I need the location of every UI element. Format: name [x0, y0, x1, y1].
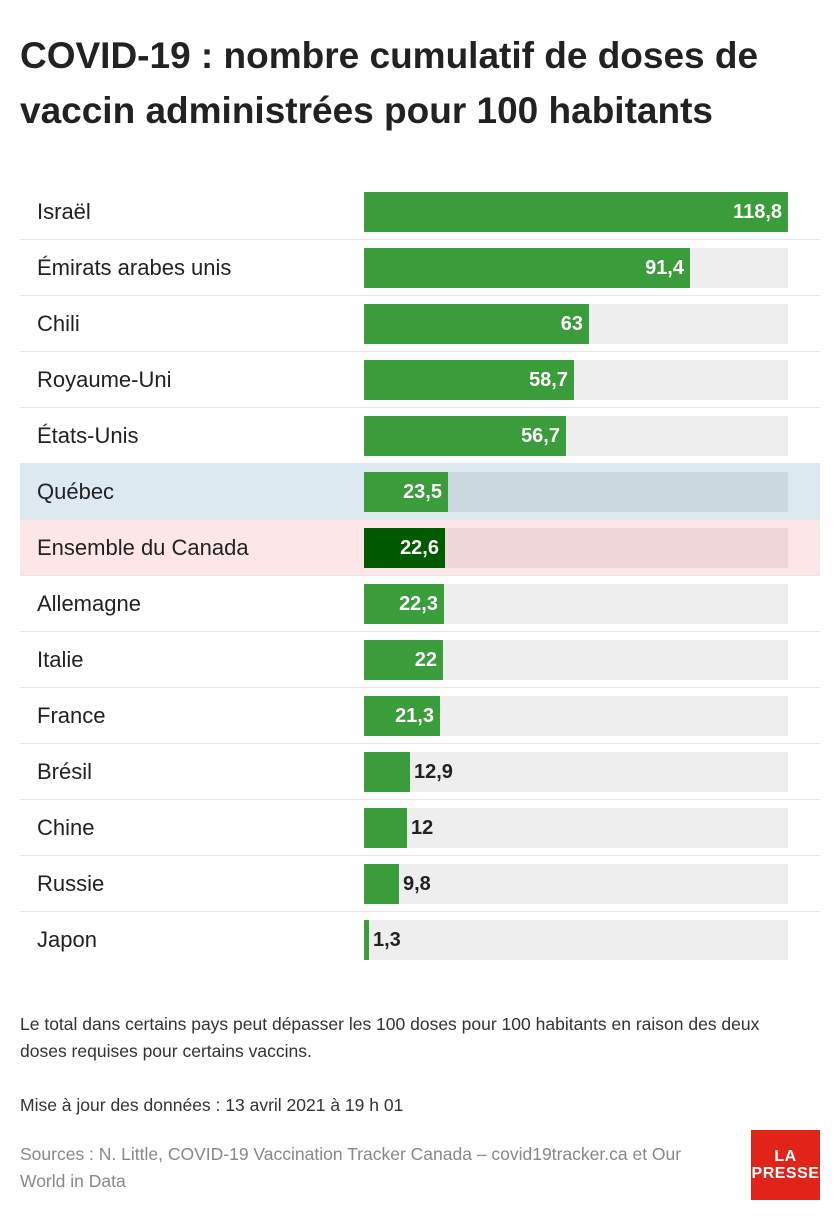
- bar-track: 56,7: [364, 416, 788, 456]
- data-label: 9,8: [403, 873, 431, 895]
- chart-title: COVID-19 : nombre cumulatif de doses de …: [20, 35, 759, 131]
- bar: [364, 416, 566, 456]
- chart-row: Russie 9,8: [20, 856, 820, 912]
- data-label: 91,4: [645, 257, 684, 279]
- data-label: 22,6: [400, 537, 439, 559]
- bar-track: 22,6: [364, 528, 788, 568]
- chart-row: Émirats arabes unis 91,4: [20, 240, 820, 296]
- chart-row: Italie 22: [20, 632, 820, 688]
- category-label: Ensemble du Canada: [37, 535, 249, 560]
- logo-line-1: LA: [774, 1148, 797, 1165]
- data-label: 1,3: [373, 929, 401, 951]
- chart-row: Québec 23,5: [20, 464, 820, 520]
- bar: [364, 248, 690, 288]
- bar-track: 23,5: [364, 472, 788, 512]
- data-label: 118,8: [733, 201, 782, 223]
- bar: [364, 808, 407, 848]
- bar: [364, 192, 788, 232]
- category-label: Russie: [37, 871, 105, 896]
- bar-track: 91,4: [364, 248, 788, 288]
- category-label: Japon: [37, 927, 97, 952]
- chart-row: Israël 118,8: [20, 184, 820, 240]
- bar: [364, 472, 448, 512]
- data-label: 12,9: [414, 761, 453, 783]
- chart-row: Royaume-Uni 58,7: [20, 352, 820, 408]
- bar: [364, 528, 445, 568]
- category-label: Italie: [37, 647, 84, 672]
- data-label: 21,3: [395, 705, 434, 727]
- bar-track: 22,3: [364, 584, 788, 624]
- category-label: Israël: [37, 199, 91, 224]
- chart-row: Chine 12: [20, 800, 820, 856]
- bar: [364, 640, 443, 680]
- bar-track: 22: [364, 640, 788, 680]
- chart-row: États-Unis 56,7: [20, 408, 820, 464]
- category-label: Émirats arabes unis: [37, 255, 232, 280]
- chart-row: France 21,3: [20, 688, 820, 744]
- sources: Sources : N. Little, COVID-19 Vaccinatio…: [20, 1144, 682, 1191]
- chart-row: Allemagne 22,3: [20, 576, 820, 632]
- category-label: Allemagne: [37, 591, 141, 616]
- data-label: 23,5: [403, 481, 442, 503]
- category-label: Brésil: [37, 759, 93, 784]
- chart-row: Japon 1,3: [20, 912, 820, 967]
- category-label: États-Unis: [37, 423, 139, 448]
- bar-track: 12: [364, 808, 788, 848]
- logo-line-2: PRESSE: [751, 1165, 820, 1182]
- bar: [364, 920, 369, 960]
- bar-chart: Israël 118,8 Émirats arabes unis 91,4 Chili 6…: [20, 184, 820, 967]
- bar-track: 58,7: [364, 360, 788, 400]
- bar-track: 12,9: [364, 752, 788, 792]
- category-label: Chine: [37, 815, 95, 840]
- bar-track: 1,3: [364, 920, 788, 960]
- bar-track: 9,8: [364, 864, 788, 904]
- bar: [364, 752, 410, 792]
- la-presse-logo[interactable]: LA PRESSE: [751, 1130, 820, 1200]
- bar: [364, 864, 399, 904]
- chart-row: Brésil 12,9: [20, 744, 820, 800]
- data-label: 22,3: [399, 593, 438, 615]
- bar: [364, 304, 589, 344]
- footnote: Le total dans certains pays peut dépasse…: [20, 1014, 760, 1061]
- update-timestamp: Mise à jour des données : 13 avril 2021 …: [20, 1095, 404, 1115]
- bar-track: 21,3: [364, 696, 788, 736]
- bar: [364, 696, 440, 736]
- chart-row: Chili 63: [20, 296, 820, 352]
- data-label: 63: [560, 313, 583, 335]
- bar: [364, 360, 574, 400]
- bar: [364, 584, 444, 624]
- bar-track: 118,8: [364, 192, 788, 232]
- data-label: 12: [411, 817, 434, 839]
- chart-row: Ensemble du Canada 22,6: [20, 520, 820, 576]
- category-label: Québec: [37, 479, 115, 504]
- category-label: France: [37, 703, 106, 728]
- bar-track: 63: [364, 304, 788, 344]
- data-label: 56,7: [521, 425, 560, 447]
- data-label: 22: [414, 649, 437, 671]
- category-label: Royaume-Uni: [37, 367, 172, 392]
- data-label: 58,7: [529, 369, 568, 391]
- category-label: Chili: [37, 311, 80, 336]
